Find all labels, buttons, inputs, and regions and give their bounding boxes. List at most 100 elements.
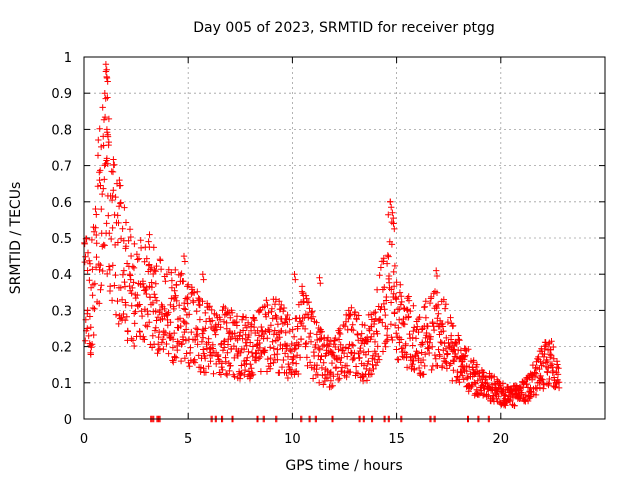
data-point — [84, 325, 91, 332]
data-point — [449, 357, 457, 364]
data-point — [125, 237, 132, 244]
data-point — [330, 373, 337, 380]
data-point — [115, 203, 123, 210]
data-point — [138, 312, 146, 320]
data-point — [216, 316, 224, 323]
data-point — [307, 330, 314, 337]
data-point — [95, 136, 102, 144]
data-point — [345, 345, 352, 352]
data-point — [517, 385, 524, 392]
data-point — [88, 344, 95, 351]
data-point — [294, 323, 301, 330]
data-point — [132, 308, 139, 315]
data-point — [320, 381, 327, 388]
data-point — [151, 291, 158, 298]
data-point — [396, 289, 404, 296]
data-point — [263, 297, 270, 304]
data-point — [429, 318, 436, 326]
data-point — [329, 382, 336, 389]
data-point — [363, 377, 371, 384]
data-point — [317, 356, 324, 363]
data-point — [104, 160, 111, 167]
data-point — [92, 205, 99, 213]
data-point — [157, 257, 164, 264]
data-point — [532, 391, 540, 399]
data-point — [104, 78, 111, 85]
data-point — [209, 345, 217, 352]
data-point — [102, 68, 110, 75]
data-point — [322, 366, 329, 373]
data-point — [205, 363, 212, 370]
data-point — [554, 371, 562, 378]
data-point — [255, 332, 263, 339]
data-point — [86, 260, 94, 267]
data-point — [271, 327, 278, 334]
data-point — [286, 327, 293, 335]
data-point — [111, 161, 118, 168]
data-point — [284, 321, 291, 328]
data-point — [92, 224, 99, 231]
data-point — [305, 314, 312, 321]
data-point — [261, 303, 268, 310]
data-point — [482, 374, 490, 381]
data-point — [93, 240, 100, 247]
data-point — [110, 187, 117, 194]
data-point — [117, 199, 124, 206]
data-point — [241, 366, 249, 374]
data-point — [145, 238, 152, 245]
data-point — [115, 219, 122, 227]
data-point — [385, 211, 392, 218]
data-point — [199, 271, 206, 278]
data-point — [384, 252, 391, 259]
data-point — [365, 358, 372, 365]
data-point — [321, 377, 328, 385]
data-point — [397, 336, 405, 343]
data-point — [202, 309, 209, 317]
data-point — [278, 327, 285, 334]
data-point — [227, 314, 234, 321]
data-point — [146, 261, 153, 268]
data-point — [160, 346, 167, 353]
data-point — [101, 113, 109, 121]
data-point — [316, 346, 323, 353]
data-point — [433, 272, 441, 280]
data-point — [110, 156, 117, 163]
data-point — [402, 340, 409, 348]
data-point — [256, 344, 263, 352]
data-point — [91, 280, 98, 287]
data-point — [415, 328, 422, 336]
data-point — [160, 327, 167, 335]
data-point — [329, 349, 337, 356]
data-point — [144, 323, 151, 330]
x-tick-label: 15 — [388, 432, 405, 447]
data-point — [127, 276, 134, 283]
data-point — [224, 349, 231, 356]
data-point — [127, 252, 135, 260]
y-tick-label: 0.4 — [51, 268, 72, 283]
data-point — [302, 343, 309, 350]
data-point — [102, 61, 110, 68]
data-point — [428, 366, 435, 374]
data-point — [90, 228, 98, 235]
data-point — [427, 333, 434, 340]
data-point — [309, 308, 316, 315]
data-point — [295, 370, 302, 378]
data-point — [164, 322, 171, 329]
data-point — [264, 301, 271, 309]
data-point — [474, 377, 481, 384]
data-point — [286, 316, 293, 323]
data-point — [290, 333, 298, 340]
data-point — [173, 297, 180, 305]
data-point — [210, 370, 217, 377]
data-point — [238, 362, 245, 369]
data-point — [243, 357, 250, 364]
data-point — [393, 296, 400, 303]
data-point — [318, 364, 326, 372]
data-point — [217, 371, 225, 378]
data-point — [122, 219, 130, 226]
data-point — [112, 193, 119, 201]
data-point — [198, 338, 206, 345]
data-point — [381, 284, 388, 291]
data-point — [249, 353, 256, 360]
